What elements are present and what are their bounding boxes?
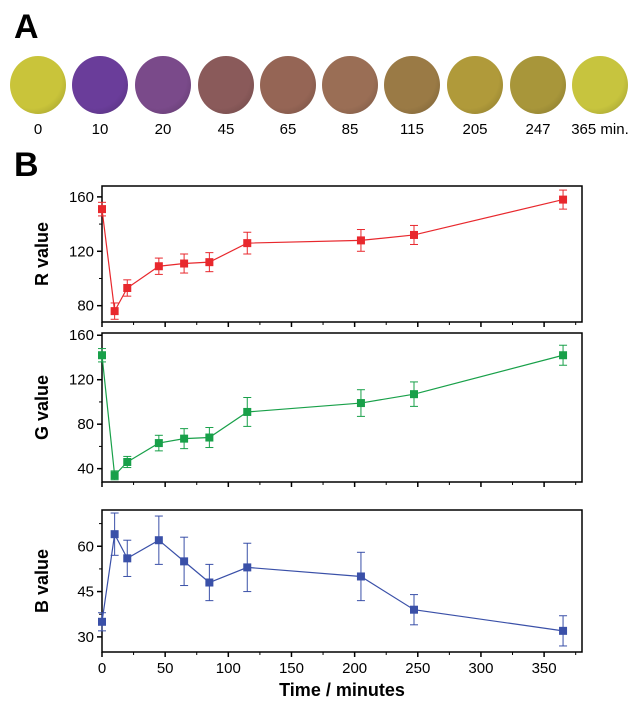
- x-tick-label: 300: [468, 660, 493, 677]
- data-point: [154, 262, 163, 271]
- data-point: [410, 605, 418, 614]
- data-point: [205, 578, 214, 587]
- x-tick-label: 0: [98, 660, 106, 677]
- y-tick-label: 40: [77, 461, 94, 478]
- data-point: [154, 439, 163, 448]
- data-point: [243, 407, 252, 416]
- sample-disc: [384, 56, 440, 114]
- x-tick-label: 50: [157, 660, 174, 677]
- data-point: [110, 530, 119, 539]
- x-tick-label: 200: [342, 660, 367, 677]
- data-point: [180, 557, 189, 566]
- y-tick-label: 160: [69, 189, 94, 206]
- y-tick-label: 30: [77, 629, 94, 646]
- x-tick-label: 150: [279, 660, 304, 677]
- data-point: [180, 434, 189, 443]
- sample-time-label: 85: [341, 121, 359, 138]
- y-tick-label: 80: [77, 298, 94, 315]
- data-point: [205, 258, 214, 267]
- data-point: [205, 433, 214, 442]
- sample-disc: [198, 56, 254, 114]
- y-tick-label: 45: [77, 584, 94, 601]
- x-tick-label: 250: [405, 660, 430, 677]
- sample-disc: [322, 56, 378, 114]
- sample-disc: [72, 56, 128, 114]
- data-point: [123, 554, 132, 563]
- data-point: [123, 284, 132, 292]
- y-tick-label: 120: [69, 243, 94, 260]
- data-point: [98, 205, 106, 214]
- sample-disc: [447, 56, 503, 114]
- y-tick-label: 80: [77, 416, 94, 433]
- sample-disc: [260, 56, 316, 114]
- data-point: [243, 563, 252, 572]
- data-point: [180, 259, 189, 268]
- data-point: [243, 239, 252, 248]
- y-axis-title: R value: [32, 222, 52, 286]
- x-tick-label: 100: [216, 660, 241, 677]
- sample-disc: [135, 56, 191, 114]
- sample-disc: [572, 56, 628, 114]
- data-point: [559, 351, 568, 360]
- sample-time-label: 45: [217, 121, 235, 138]
- panel-a-letter: A: [14, 8, 39, 46]
- data-point: [110, 471, 119, 480]
- data-point: [98, 351, 106, 360]
- series-line: [101, 532, 564, 632]
- sample-time-label: 20: [154, 121, 172, 138]
- sample-time-label: 247: [525, 121, 551, 138]
- data-point: [154, 536, 163, 545]
- data-point: [356, 236, 365, 245]
- sample-time-label: 205: [462, 121, 488, 138]
- data-point: [410, 390, 418, 399]
- y-axis-title: B value: [32, 549, 52, 613]
- panel-b-letter: B: [14, 146, 39, 184]
- sample-time-label: 65: [279, 121, 297, 138]
- data-point: [559, 626, 568, 635]
- plot-frame: [101, 509, 583, 653]
- y-tick-label: 120: [69, 372, 94, 389]
- data-point: [356, 399, 365, 408]
- sample-time-label: 0: [33, 121, 43, 138]
- data-point: [123, 457, 132, 466]
- data-point: [410, 230, 418, 239]
- sample-time-label: 365 min.: [571, 121, 629, 138]
- sample-disc: [10, 56, 66, 114]
- sample-disc: [510, 56, 566, 114]
- data-point: [559, 195, 568, 204]
- sample-time-label: 10: [91, 121, 109, 138]
- x-axis-title: Time / minutes: [279, 680, 405, 700]
- y-tick-label: 160: [69, 327, 94, 344]
- data-point: [98, 617, 106, 626]
- y-tick-label: 60: [77, 538, 94, 555]
- plot-frame: [101, 332, 583, 483]
- sample-time-label: 115: [400, 121, 424, 138]
- series-line: [101, 199, 564, 314]
- data-point: [356, 572, 365, 581]
- x-tick-label: 350: [532, 660, 557, 677]
- plot-frame: [101, 185, 583, 323]
- series-line: [101, 354, 564, 477]
- data-point: [110, 307, 119, 316]
- y-axis-title: G value: [32, 375, 52, 440]
